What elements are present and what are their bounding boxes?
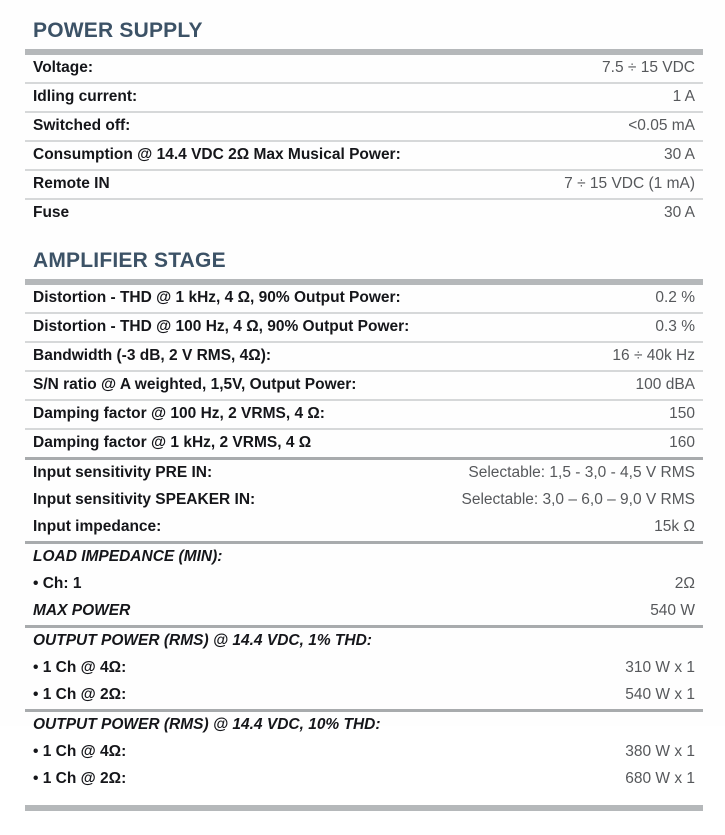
- spec-row: Input sensitivity PRE IN: Selectable: 1,5…: [25, 460, 703, 487]
- section-title: POWER SUPPLY: [33, 19, 203, 42]
- spec-sheet: POWER SUPPLY Voltage: 7.5 ÷ 15 VDC Idling c…: [25, 19, 703, 812]
- spec-label: S/N ratio @ A weighted, 1,5V, Output Pow…: [33, 376, 357, 394]
- spec-row: • 1 Ch @ 4Ω: 380 W x 1: [25, 739, 703, 766]
- spec-row: Idling current: 1 A: [25, 84, 703, 111]
- spec-value: 30 A: [663, 204, 695, 222]
- section-top-spacer: [0, 227, 725, 249]
- spec-row: MAX POWER 540 W: [25, 598, 703, 625]
- spec-row: Remote IN 7 ÷ 15 VDC (1 mA): [25, 171, 703, 198]
- spec-value: Selectable: 3,0 – 6,0 – 9,0 V RMS: [461, 491, 696, 509]
- spec-label: • 1 Ch @ 4Ω:: [33, 659, 127, 677]
- spec-label: Consumption @ 14.4 VDC 2Ω Max Musical Po…: [33, 146, 401, 164]
- row-divider: [25, 312, 703, 315]
- group-divider: [25, 457, 703, 461]
- spec-label: OUTPUT POWER (RMS) @ 14.4 VDC, 10% THD:: [33, 716, 381, 734]
- spec-value: 0.3 %: [655, 318, 695, 336]
- spec-label: • 1 Ch @ 2Ω:: [33, 686, 127, 704]
- spec-value: 310 W x 1: [625, 659, 695, 677]
- spec-row: Distortion - THD @ 1 kHz, 4 Ω, 90% Outpu…: [25, 285, 703, 312]
- spec-row: S/N ratio @ A weighted, 1,5V, Output Pow…: [25, 372, 703, 399]
- row-divider: [25, 82, 703, 85]
- spec-row: • 1 Ch @ 2Ω: 680 W x 1: [25, 766, 703, 793]
- bottom-spacer: [0, 811, 725, 835]
- spec-row: Bandwidth (-3 dB, 2 V RMS, 4Ω): 16 ÷ 40k …: [25, 343, 703, 370]
- spec-row: Fuse 30 A: [25, 200, 703, 227]
- row-divider: [25, 370, 703, 373]
- spec-label: Bandwidth (-3 dB, 2 V RMS, 4Ω):: [33, 347, 272, 365]
- spec-label: • 1 Ch @ 2Ω:: [33, 770, 127, 788]
- spec-value: 540 W: [650, 602, 695, 620]
- spec-label: Voltage:: [33, 59, 93, 77]
- spec-row: • Ch: 1 2Ω: [25, 571, 703, 598]
- spec-value: 150: [669, 405, 695, 423]
- spec-label: Idling current:: [33, 88, 138, 106]
- spec-label: Fuse: [33, 204, 70, 222]
- row-divider: [25, 140, 703, 143]
- spec-label: OUTPUT POWER (RMS) @ 14.4 VDC, 1% THD:: [33, 632, 372, 650]
- row-divider: [25, 198, 703, 201]
- row-divider: [25, 111, 703, 114]
- spec-value: 15k Ω: [654, 518, 695, 536]
- spec-label: • Ch: 1: [33, 575, 82, 593]
- spec-row: Consumption @ 14.4 VDC 2Ω Max Musical Po…: [25, 142, 703, 169]
- section-top-spacer: [0, 0, 725, 19]
- spec-row: Damping factor @ 1 kHz, 2 VRMS, 4 Ω 160: [25, 430, 703, 457]
- group-divider: [25, 541, 703, 545]
- spec-row: • 1 Ch @ 2Ω: 540 W x 1: [25, 682, 703, 709]
- spec-value: 680 W x 1: [625, 770, 695, 788]
- section: POWER SUPPLY Voltage: 7.5 ÷ 15 VDC Idling c…: [0, 0, 725, 227]
- spec-label: Distortion - THD @ 1 kHz, 4 Ω, 90% Outpu…: [33, 289, 401, 307]
- spec-row: Voltage: 7.5 ÷ 15 VDC: [25, 55, 703, 82]
- row-divider: [25, 169, 703, 172]
- spec-row: OUTPUT POWER (RMS) @ 14.4 VDC, 1% THD:: [25, 628, 703, 655]
- spec-label: Switched off:: [33, 117, 131, 135]
- spec-row: Input impedance: 15k Ω: [25, 514, 703, 541]
- spec-value: 0.2 %: [655, 289, 695, 307]
- spec-value: 380 W x 1: [625, 743, 695, 761]
- spec-row: Input sensitivity SPEAKER IN: Selectable:…: [25, 487, 703, 514]
- spec-value: 7.5 ÷ 15 VDC: [602, 59, 695, 77]
- spec-row: Switched off: <0.05 mA: [25, 113, 703, 140]
- spec-row: Distortion - THD @ 100 Hz, 4 Ω, 90% Outp…: [25, 314, 703, 341]
- spec-value: Selectable: 1,5 - 3,0 - 4,5 V RMS: [468, 464, 695, 482]
- spec-label: Input sensitivity SPEAKER IN:: [33, 491, 256, 509]
- section-title: AMPLIFIER STAGE: [33, 249, 226, 273]
- spec-value: 1 A: [672, 88, 695, 106]
- spec-value: 540 W x 1: [625, 686, 695, 704]
- section-top-bar: [25, 279, 703, 286]
- spec-value: 160: [669, 434, 695, 452]
- spec-value: 30 A: [663, 146, 695, 164]
- spec-row: Damping factor @ 100 Hz, 2 VRMS, 4 Ω: 150: [25, 401, 703, 428]
- spec-value: 7 ÷ 15 VDC (1 mA): [564, 175, 695, 193]
- row-divider: [25, 399, 703, 402]
- spec-value: <0.05 mA: [628, 117, 695, 135]
- group-divider: [25, 625, 703, 629]
- spec-label: Damping factor @ 100 Hz, 2 VRMS, 4 Ω:: [33, 405, 325, 423]
- spec-label: LOAD IMPEDANCE (MIN):: [33, 548, 223, 566]
- row-divider: [25, 428, 703, 431]
- row-divider: [25, 341, 703, 344]
- spec-label: • 1 Ch @ 4Ω:: [33, 743, 127, 761]
- spec-label: Input impedance:: [33, 518, 162, 536]
- spec-label: MAX POWER: [33, 602, 131, 620]
- group-divider: [25, 709, 703, 713]
- spec-row: LOAD IMPEDANCE (MIN):: [25, 544, 703, 571]
- spec-label: Distortion - THD @ 100 Hz, 4 Ω, 90% Outp…: [33, 318, 410, 336]
- spec-label: Damping factor @ 1 kHz, 2 VRMS, 4 Ω: [33, 434, 312, 452]
- spec-row: • 1 Ch @ 4Ω: 310 W x 1: [25, 655, 703, 682]
- spec-value: 100 dBA: [635, 376, 695, 394]
- spec-label: Input sensitivity PRE IN:: [33, 464, 213, 482]
- spec-label: Remote IN: [33, 175, 110, 193]
- spec-value: 2Ω: [674, 575, 695, 593]
- section: AMPLIFIER STAGE Distortion - THD @ 1 kHz,…: [0, 227, 725, 835]
- section-top-bar: [25, 49, 703, 56]
- spec-value: 16 ÷ 40k Hz: [612, 347, 695, 365]
